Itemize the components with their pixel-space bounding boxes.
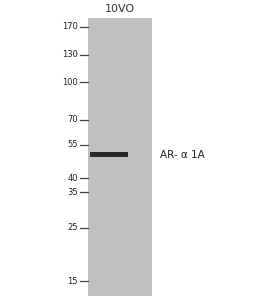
Text: 100: 100 — [62, 78, 78, 87]
Text: 35: 35 — [67, 188, 78, 197]
Text: 10VO: 10VO — [105, 4, 135, 14]
Text: 25: 25 — [68, 223, 78, 232]
Text: 55: 55 — [68, 140, 78, 149]
Bar — [90, 152, 128, 158]
Text: 40: 40 — [68, 174, 78, 183]
Text: 70: 70 — [67, 115, 78, 124]
Text: 15: 15 — [68, 277, 78, 286]
Text: 130: 130 — [62, 50, 78, 59]
Text: AR- α 1A: AR- α 1A — [160, 150, 205, 160]
Bar — [88, 18, 152, 296]
Text: 170: 170 — [62, 22, 78, 32]
